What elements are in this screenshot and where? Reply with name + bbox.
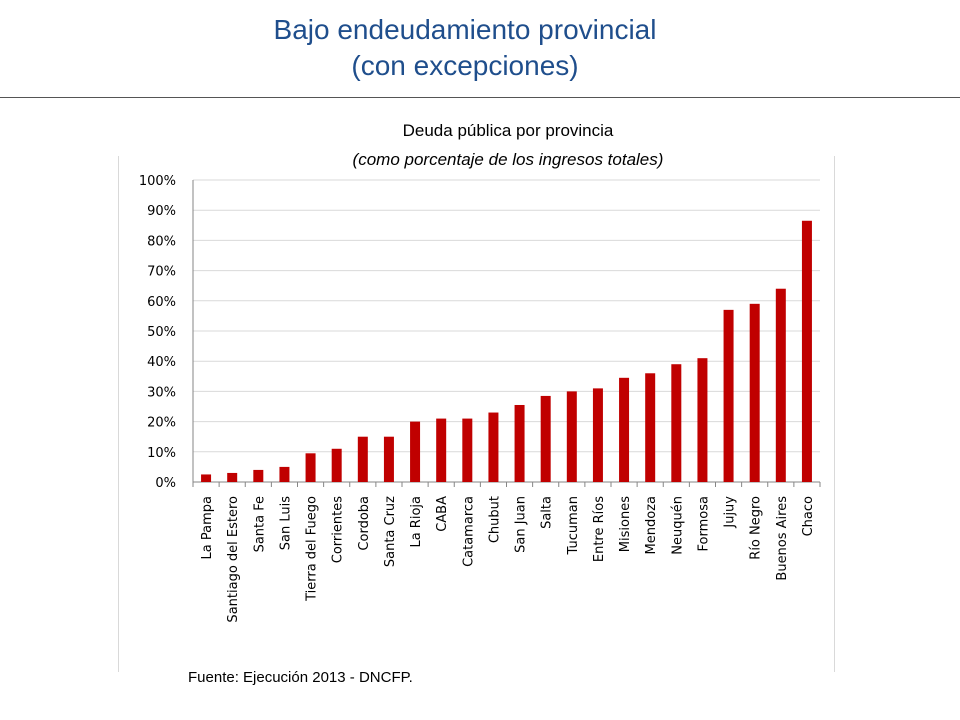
x-tick-label: Catamarca [461, 496, 476, 567]
bar [566, 391, 577, 482]
x-tick-label: Corrientes [331, 496, 346, 563]
x-tick-label: La Rioja [409, 496, 424, 548]
bars [201, 220, 812, 482]
x-tick-labels: La Pampa Santiago del Estero Santa Fe San L… [200, 496, 816, 623]
bar [697, 358, 708, 482]
bar [227, 472, 238, 482]
bar [592, 388, 603, 482]
y-tick-labels: 0% 10% 20% 30% 40% 50% 60% 70% 80% 90% 100% [139, 174, 176, 491]
x-tick-label: San Juan [514, 496, 529, 553]
x-tick-label: Cordoba [357, 496, 372, 551]
bar [383, 436, 394, 482]
chart-frame-right [834, 156, 835, 672]
x-tick-label: Neuquén [670, 496, 685, 555]
bar [279, 466, 290, 482]
bar [305, 453, 316, 482]
bar [619, 377, 630, 482]
y-tick-label: 80% [147, 234, 176, 249]
axes [192, 180, 821, 487]
x-tick-label: Entre Ríos [592, 496, 607, 562]
bar [201, 474, 212, 482]
bar [462, 418, 473, 482]
y-tick-label: 90% [147, 204, 176, 219]
title-divider [0, 97, 960, 98]
bar [514, 404, 525, 482]
source-note: Fuente: Ejecución 2013 - DNCFP. [188, 669, 413, 686]
x-tick-label: Río Negro [749, 496, 764, 560]
x-tick-label: Tucuman [566, 496, 581, 555]
chart-title: Deuda pública por provincia [403, 121, 614, 140]
y-tick-label: 60% [147, 295, 176, 310]
bar [331, 448, 342, 482]
y-tick-label: 30% [147, 385, 176, 400]
x-tick-label: Santa Fe [252, 496, 267, 552]
x-tick-label: Mendoza [644, 496, 659, 554]
gridlines [193, 179, 820, 453]
x-tick-label: Jujuy [723, 496, 738, 529]
y-tick-label: 100% [139, 174, 176, 189]
y-tick-label: 50% [147, 325, 176, 340]
slide-title: Bajo endeudamiento provincial (con excep… [0, 12, 930, 84]
x-tick-label: Salta [540, 496, 555, 529]
x-tick-label: La Pampa [200, 496, 215, 559]
slide-title-line2: (con excepciones) [351, 50, 579, 81]
x-tick-label: Chaco [801, 496, 816, 536]
y-tick-label: 40% [147, 355, 176, 370]
bar [749, 303, 760, 482]
bar [488, 412, 499, 482]
bar [723, 309, 734, 482]
bar [357, 436, 368, 482]
chart-subtitle: (como porcentaje de los ingresos totales… [353, 150, 664, 169]
x-tick-label: CABA [435, 496, 450, 532]
bar [801, 220, 812, 482]
y-tick-label: 0% [155, 476, 176, 491]
x-tick-label: San Luis [278, 496, 293, 550]
x-tick-label: Santa Cruz [383, 496, 398, 567]
y-tick-label: 20% [147, 416, 176, 431]
x-tick-label: Chubut [487, 496, 502, 543]
y-tick-label: 70% [147, 265, 176, 280]
x-tick-label: Formosa [696, 496, 711, 551]
bar [775, 288, 786, 482]
y-tick-label: 10% [147, 446, 176, 461]
x-tick-label: Santiago del Estero [226, 496, 241, 623]
bar [436, 418, 447, 482]
bar [410, 421, 421, 482]
x-tick-label: Buenos Aires [775, 496, 790, 581]
bar [645, 373, 656, 482]
slide-title-line1: Bajo endeudamiento provincial [273, 14, 657, 45]
bar [253, 469, 264, 482]
chart-frame-left [118, 156, 119, 672]
x-tick-label: Tierra del Fuego [305, 496, 320, 602]
bar [671, 364, 682, 482]
x-tick-label: Misiones [618, 496, 633, 552]
bar [540, 395, 551, 482]
